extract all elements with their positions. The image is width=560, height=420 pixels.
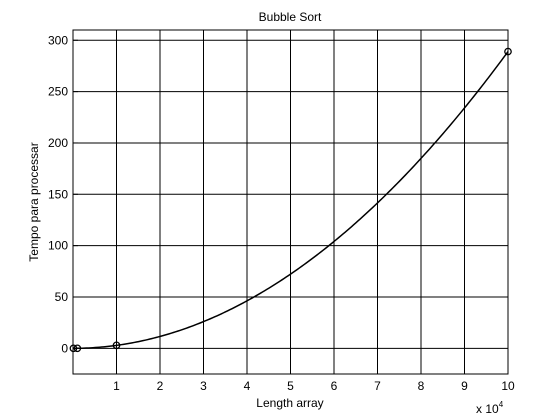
x-multiplier-base: x 10 — [476, 402, 499, 416]
x-axis-title: Length array — [256, 396, 323, 410]
y-tick-label: 100 — [48, 239, 68, 253]
y-axis-title: Tempo para processar — [27, 142, 41, 261]
x-tick-label: 7 — [374, 379, 381, 393]
y-tick-label: 150 — [48, 187, 68, 201]
y-tick-label: 0 — [61, 341, 68, 355]
x-tick-label: 10 — [501, 379, 515, 393]
x-tick-labels: 1 2 3 4 5 6 7 8 9 10 — [113, 379, 515, 393]
x-tick-label: 5 — [287, 379, 294, 393]
x-tick-label: 9 — [461, 379, 468, 393]
x-tick-label: 2 — [157, 379, 164, 393]
x-tick-label: 4 — [244, 379, 251, 393]
grid-layer — [73, 30, 508, 374]
y-tick-labels: 0 50 100 150 200 250 300 — [48, 33, 68, 355]
x-tick-label: 1 — [113, 379, 120, 393]
x-multiplier-label: x 104 — [476, 400, 504, 416]
curve-layer — [73, 51, 509, 350]
x-tick-label: 8 — [418, 379, 425, 393]
x-tick-label: 3 — [200, 379, 207, 393]
data-point-marker — [112, 341, 121, 350]
x-tick-label: 6 — [331, 379, 338, 393]
y-tick-label: 200 — [48, 136, 68, 150]
y-tick-label: 50 — [55, 290, 69, 304]
chart-title: Bubble Sort — [259, 10, 322, 24]
data-point-marker — [73, 344, 82, 353]
y-tick-label: 300 — [48, 33, 68, 47]
plot-frame — [72, 29, 509, 375]
series-line — [73, 51, 509, 350]
y-tick-label: 250 — [48, 85, 68, 99]
x-multiplier-exponent: 4 — [499, 400, 504, 409]
